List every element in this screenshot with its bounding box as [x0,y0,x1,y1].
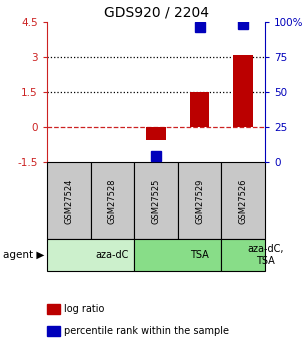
Bar [47,162,91,239]
Text: GSM27525: GSM27525 [152,178,161,224]
Bar [146,127,166,139]
Bar [134,162,178,239]
Text: GSM27529: GSM27529 [195,178,204,224]
Bar [190,92,209,127]
Bar [221,239,265,271]
Text: GSM27524: GSM27524 [64,178,73,224]
Bar [47,239,134,271]
Text: agent ▶: agent ▶ [2,250,44,260]
Title: GDS920 / 2204: GDS920 / 2204 [104,6,208,20]
Text: TSA: TSA [190,250,209,260]
Bar [91,162,134,239]
Bar [134,239,221,271]
Text: GSM27528: GSM27528 [108,178,117,224]
Bar [221,162,265,239]
Bar [178,162,221,239]
Text: aza-dC,
TSA: aza-dC, TSA [247,244,283,266]
Text: GSM27526: GSM27526 [239,178,248,224]
Bar [234,55,253,127]
Text: log ratio: log ratio [64,304,104,314]
Text: aza-dC: aza-dC [96,250,129,260]
Text: percentile rank within the sample: percentile rank within the sample [64,326,229,336]
